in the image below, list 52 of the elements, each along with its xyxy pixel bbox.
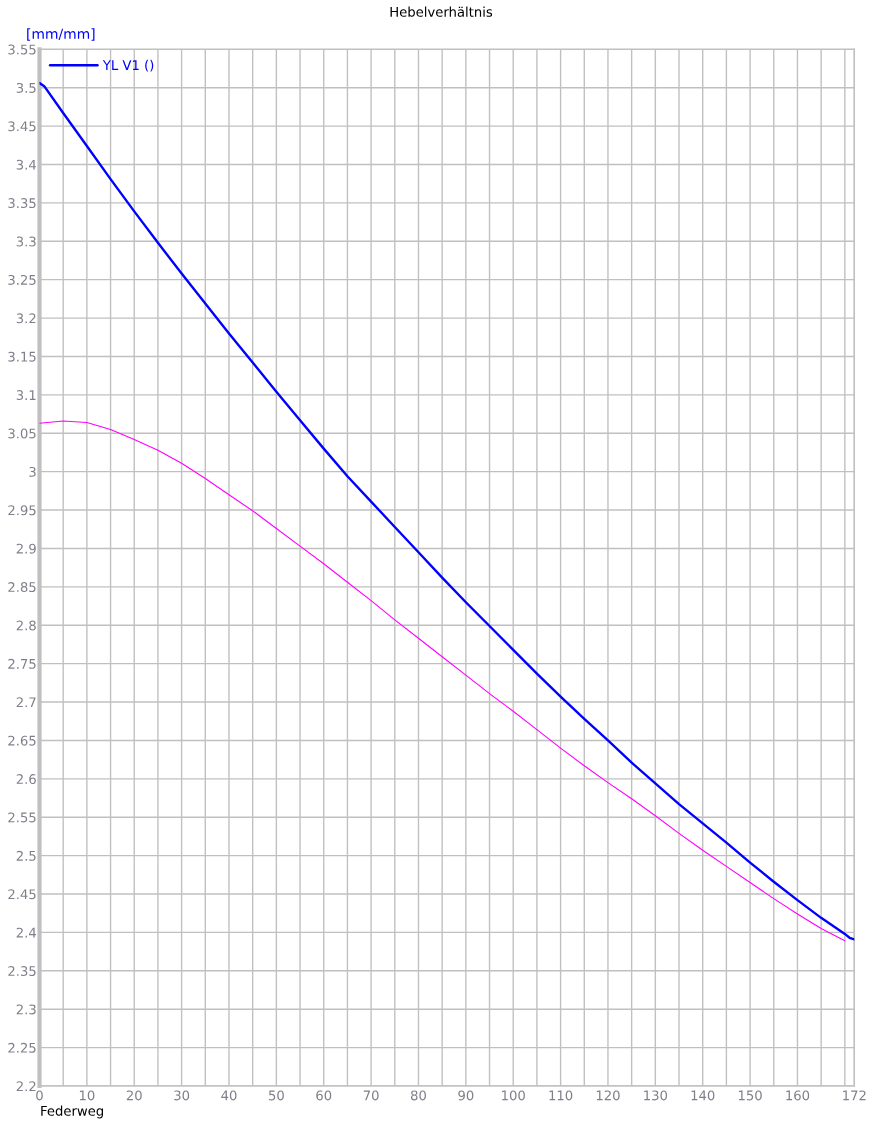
x-tick-label: 20	[126, 1090, 142, 1101]
x-axis-title: Federweg	[41, 1105, 103, 1119]
x-tick-label: 130	[644, 1090, 668, 1101]
x-tick-label: 110	[549, 1090, 573, 1101]
x-tick-label: 140	[691, 1090, 715, 1101]
y-tick-label: 3.25	[8, 274, 36, 285]
y-tick-label: 3.5	[16, 82, 36, 93]
y-tick-label: 3.4	[16, 159, 36, 170]
y-tick-label: 2.75	[8, 658, 36, 669]
y-axis-title: [mm/mm]	[27, 28, 95, 41]
x-tick-label: 160	[786, 1090, 810, 1101]
x-tick-label: 40	[221, 1090, 237, 1101]
x-tick-label: 80	[410, 1090, 426, 1101]
y-tick-label: 2.95	[8, 505, 36, 516]
y-tick-label: 2.3	[16, 1004, 36, 1015]
x-tick-label: 100	[502, 1090, 525, 1101]
y-tick-label: 3.3	[16, 236, 36, 247]
y-tick-label: 2.4	[16, 927, 36, 938]
y-tick-label: 3	[29, 466, 36, 477]
y-tick-label: 2.85	[8, 582, 36, 593]
y-tick-label: 2.9	[16, 543, 36, 554]
y-tick-label: 2.35	[8, 966, 36, 977]
y-tick-label: 2.6	[16, 774, 36, 785]
y-tick-label: 3.55	[8, 44, 36, 55]
x-tick-label: 60	[316, 1090, 332, 1101]
y-tick-label: 3.05	[8, 428, 36, 439]
chart-title: Hebelverhältnis	[390, 6, 493, 17]
y-tick-label: 2.55	[8, 812, 36, 823]
y-tick-label: 3.15	[8, 351, 36, 362]
y-tick-label: 2.2	[16, 1081, 36, 1092]
y-tick-label: 3.1	[16, 390, 36, 401]
y-tick-label: 2.8	[16, 620, 36, 631]
y-tick-label: 2.7	[16, 697, 36, 708]
x-tick-label: 172	[843, 1090, 866, 1101]
x-tick-label: 150	[738, 1090, 762, 1101]
y-tick-label: 3.45	[8, 121, 36, 132]
y-tick-label: 3.35	[8, 198, 36, 209]
y-tick-label: 2.5	[16, 850, 36, 861]
line-series	[39, 81, 855, 941]
line-series	[39, 420, 846, 942]
x-tick-label: 30	[174, 1090, 190, 1101]
x-tick-label: 90	[458, 1090, 474, 1101]
y-tick-label: 2.65	[8, 735, 36, 746]
y-tick-label: 2.45	[8, 889, 36, 900]
x-tick-label: 50	[268, 1090, 284, 1101]
y-tick-label: 3.2	[16, 313, 36, 324]
y-tick-label: 2.25	[8, 1042, 36, 1053]
x-tick-label: 120	[596, 1090, 620, 1101]
x-tick-label: 10	[79, 1090, 95, 1101]
x-tick-label: 0	[36, 1090, 43, 1101]
legend-label: YL V1 ()	[102, 59, 154, 72]
x-tick-label: 70	[363, 1090, 379, 1101]
